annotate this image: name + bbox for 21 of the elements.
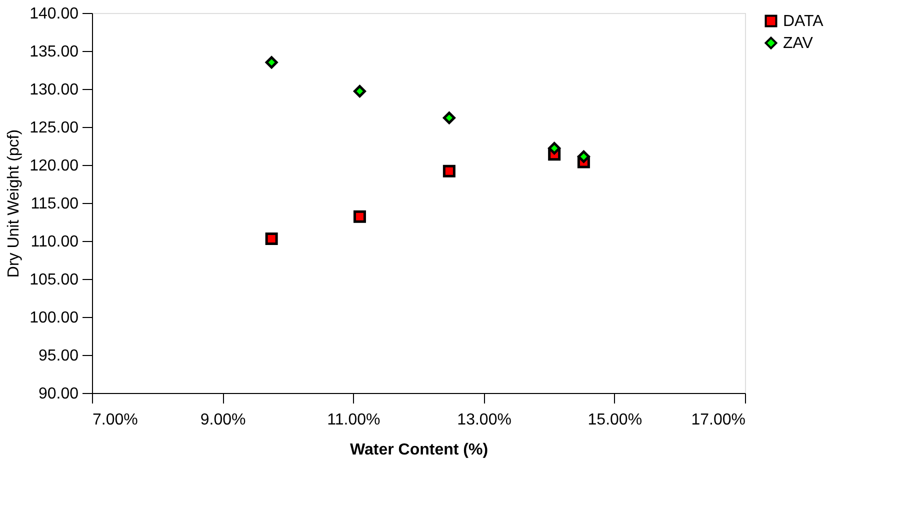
x-tick-label: 13.00% bbox=[457, 412, 512, 428]
y-tick-label: 135.00 bbox=[30, 44, 79, 60]
x-tick-label: 11.00% bbox=[327, 412, 380, 428]
x-axis-title: Water Content (%) bbox=[350, 442, 488, 458]
legend-label: DATA bbox=[783, 13, 824, 30]
y-tick-label: 100.00 bbox=[30, 310, 79, 326]
y-tick-label: 95.00 bbox=[38, 348, 79, 364]
y-tick-label: 140.00 bbox=[30, 6, 79, 22]
y-tick-label: 110.00 bbox=[30, 234, 79, 250]
y-tick-label: 130.00 bbox=[30, 82, 79, 98]
x-tick-label: 9.00% bbox=[200, 412, 246, 428]
y-tick-label: 105.00 bbox=[30, 272, 79, 288]
y-tick-label: 115.00 bbox=[30, 196, 79, 212]
x-tick-label: 17.00% bbox=[691, 412, 746, 428]
x-tick-label: 7.00% bbox=[92, 412, 138, 428]
y-tick-label: 120.00 bbox=[30, 158, 79, 174]
legend-label: ZAV bbox=[783, 35, 814, 52]
y-tick-label: 125.00 bbox=[30, 120, 79, 136]
y-axis-title: Dry Unit Weight (pcf) bbox=[6, 129, 23, 278]
y-tick-label: 90.00 bbox=[38, 386, 79, 402]
x-tick-label: 15.00% bbox=[588, 412, 642, 428]
